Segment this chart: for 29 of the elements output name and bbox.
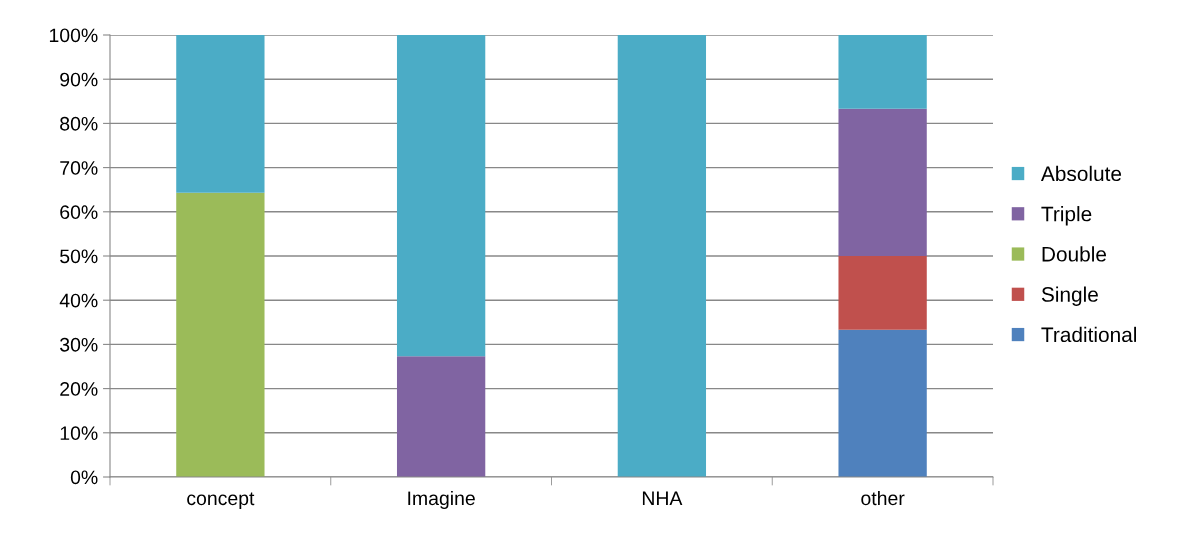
y-tick-label: 80% [60,116,98,131]
x-tick-label: Imagine [408,490,475,510]
x-tick-label: other [861,490,905,506]
legend-label: Triple [1041,206,1092,226]
bar [396,356,486,477]
bar [838,329,927,477]
bar [838,108,927,256]
bar [838,35,927,109]
y-tick-label: 100% [49,28,98,43]
legend-label: Single [1041,286,1098,306]
bar [617,35,707,477]
bar [838,256,927,330]
y-tick-label: 40% [59,293,98,308]
legend-label: Traditional [1041,326,1137,343]
y-tick-label: 30% [60,337,98,352]
y-tick-label: 50% [60,249,98,264]
y-tick-label: 0% [70,470,98,485]
bar [176,35,265,193]
y-tick-label: 60% [60,205,98,220]
legend-label: Absolute [1040,165,1122,182]
x-tick-label: concept [187,492,255,510]
y-tick-label: 10% [60,426,98,441]
y-tick-label: 20% [60,382,98,396]
bar [396,35,486,357]
x-tick-label: NHA [642,491,683,505]
legend-label: Double [1042,246,1107,262]
y-tick-label: 70% [60,161,98,175]
bar [176,192,265,477]
y-tick-label: 90% [60,72,98,87]
